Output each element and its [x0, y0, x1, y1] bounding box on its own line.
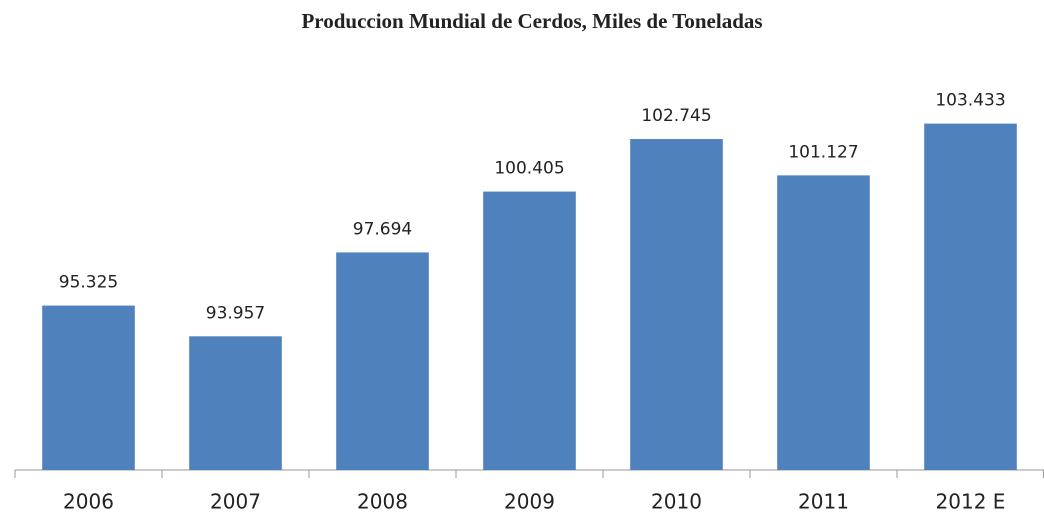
bar: [924, 123, 1017, 470]
data-label: 97.694: [353, 219, 412, 239]
chart-title: Produccion Mundial de Cerdos, Miles de T…: [301, 9, 762, 33]
data-label: 102.745: [641, 106, 711, 126]
bar: [483, 191, 576, 470]
data-label: 103.433: [935, 91, 1005, 111]
x-tick-label: 2011: [798, 490, 849, 514]
x-tick-label: 2010: [651, 490, 702, 514]
x-tick-label: 2009: [504, 490, 555, 514]
x-tick-label: 2008: [357, 490, 408, 514]
x-tick-label: 2006: [63, 490, 114, 514]
x-tick-label: 2007: [210, 490, 261, 514]
bar: [336, 252, 429, 470]
bar: [189, 336, 282, 470]
data-label: 93.957: [206, 303, 265, 323]
bar: [630, 139, 723, 470]
bar: [42, 305, 135, 470]
data-label: 95.325: [59, 273, 118, 293]
data-label: 101.127: [788, 142, 858, 162]
x-tick-label: 2012 E: [936, 490, 1006, 514]
data-label: 100.405: [494, 159, 564, 179]
bar: [777, 175, 870, 471]
